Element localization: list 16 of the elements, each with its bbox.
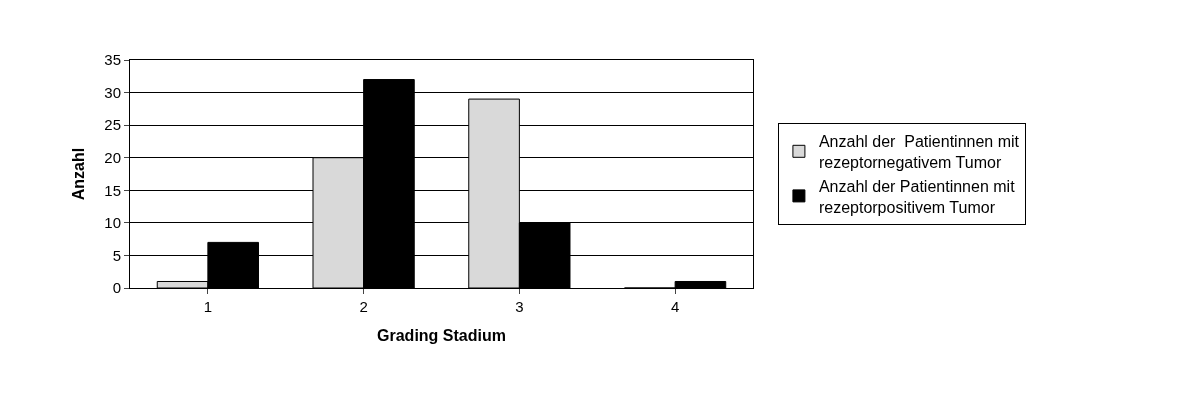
y-tick-label: 30 (104, 83, 121, 101)
y-tick-label: 5 (112, 246, 121, 264)
y-tick-label: 35 (104, 51, 121, 69)
y-tick-label: 0 (112, 279, 121, 297)
y-tick-label: 20 (104, 148, 121, 166)
y-tick-label: 15 (104, 181, 121, 199)
x-tick-label: 2 (359, 298, 368, 315)
x-tick-label: 4 (670, 298, 680, 315)
y-tick-label: 10 (104, 214, 121, 232)
y-axis-title: Anzahl (70, 147, 88, 201)
legend-label: Anzahl der Patientinnen mit rezeptorpositivem Tumor (818, 177, 1016, 216)
x-tick-label: 1 (203, 298, 213, 315)
x-tick-label: 3 (515, 298, 524, 315)
legend-label: Anzahl der Patientinnen mit rezeptornegativem Tumor (818, 133, 1020, 171)
y-tick-label: 25 (104, 116, 121, 134)
x-axis-title: Grading Stadium (377, 326, 506, 344)
